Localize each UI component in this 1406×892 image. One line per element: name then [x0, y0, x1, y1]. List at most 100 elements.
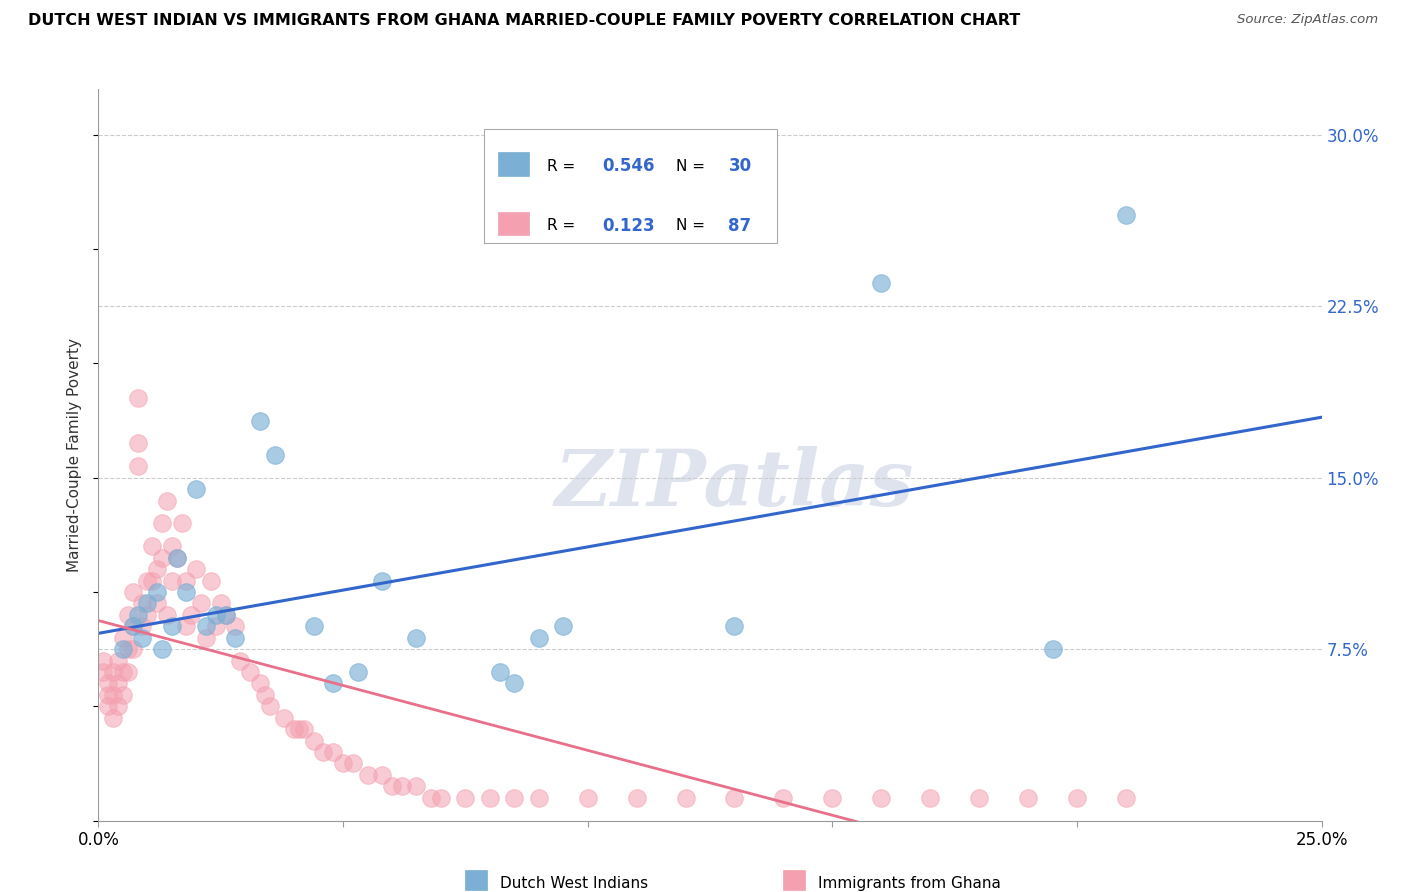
Point [136, 574, 159, 588]
Point [176, 619, 198, 633]
Point [97, 676, 120, 690]
Text: Dutch West Indians: Dutch West Indians [499, 876, 648, 891]
Point [288, 723, 311, 737]
Point [131, 619, 153, 633]
Point [107, 654, 129, 668]
Point [405, 631, 427, 645]
Point [97, 699, 120, 714]
FancyBboxPatch shape [498, 211, 529, 235]
Point [346, 665, 368, 679]
Point [146, 585, 169, 599]
Point [107, 699, 129, 714]
Point [141, 574, 163, 588]
Point [136, 597, 159, 611]
Point [146, 562, 169, 576]
Point [224, 631, 246, 645]
Point [302, 619, 325, 633]
Text: Source: ZipAtlas.com: Source: ZipAtlas.com [1237, 13, 1378, 27]
Point [150, 642, 173, 657]
Point [772, 790, 794, 805]
Point [503, 676, 526, 690]
Point [576, 790, 599, 805]
Text: ZIPatlas: ZIPatlas [555, 446, 914, 523]
Point [156, 607, 179, 622]
Point [1017, 790, 1039, 805]
Text: N =: N = [676, 219, 710, 234]
Point [160, 539, 183, 553]
FancyBboxPatch shape [783, 871, 806, 890]
Point [121, 585, 143, 599]
Point [166, 550, 188, 565]
Point [430, 790, 453, 805]
Point [101, 665, 124, 679]
Text: 0.546: 0.546 [602, 157, 655, 175]
Point [312, 745, 335, 759]
Text: N =: N = [676, 159, 710, 174]
Point [136, 607, 159, 622]
Point [675, 790, 697, 805]
Point [821, 790, 844, 805]
Point [111, 688, 134, 702]
Point [127, 607, 149, 622]
Point [239, 665, 262, 679]
FancyBboxPatch shape [498, 152, 529, 176]
Point [283, 723, 305, 737]
Point [127, 436, 149, 450]
Point [381, 780, 404, 794]
Point [111, 631, 134, 645]
Point [127, 391, 149, 405]
Text: 87: 87 [728, 217, 751, 235]
Point [150, 550, 173, 565]
Point [160, 574, 183, 588]
Point [553, 619, 575, 633]
Point [117, 642, 139, 657]
Point [176, 585, 198, 599]
Point [249, 414, 271, 428]
Point [205, 619, 228, 633]
Point [723, 619, 745, 633]
Point [259, 699, 281, 714]
Point [186, 562, 208, 576]
Point [121, 642, 143, 657]
Point [91, 654, 114, 668]
Point [176, 574, 198, 588]
Point [478, 790, 501, 805]
Point [190, 597, 212, 611]
Point [224, 619, 246, 633]
Point [97, 688, 120, 702]
Point [870, 277, 893, 291]
FancyBboxPatch shape [484, 129, 778, 243]
Point [870, 790, 893, 805]
Point [186, 482, 208, 496]
Point [626, 790, 648, 805]
FancyBboxPatch shape [465, 871, 488, 890]
Point [292, 723, 315, 737]
Point [322, 676, 344, 690]
Point [391, 780, 413, 794]
Point [205, 607, 228, 622]
Text: R =: R = [547, 219, 581, 234]
Point [263, 448, 285, 462]
Point [121, 619, 143, 633]
Point [131, 597, 153, 611]
Point [356, 768, 378, 782]
Point [117, 607, 139, 622]
Point [488, 665, 510, 679]
Point [91, 665, 114, 679]
Y-axis label: Married-Couple Family Poverty: Married-Couple Family Poverty [67, 338, 83, 572]
Point [302, 733, 325, 747]
Point [342, 756, 364, 771]
Point [200, 574, 222, 588]
Point [920, 790, 942, 805]
Point [111, 665, 134, 679]
Point [180, 607, 202, 622]
Point [101, 711, 124, 725]
Point [150, 516, 173, 531]
Text: DUTCH WEST INDIAN VS IMMIGRANTS FROM GHANA MARRIED-COUPLE FAMILY POVERTY CORRELA: DUTCH WEST INDIAN VS IMMIGRANTS FROM GHA… [28, 13, 1021, 29]
Point [127, 459, 149, 474]
Point [503, 790, 526, 805]
Point [156, 493, 179, 508]
Point [371, 574, 394, 588]
Point [141, 539, 163, 553]
Point [1042, 642, 1064, 657]
